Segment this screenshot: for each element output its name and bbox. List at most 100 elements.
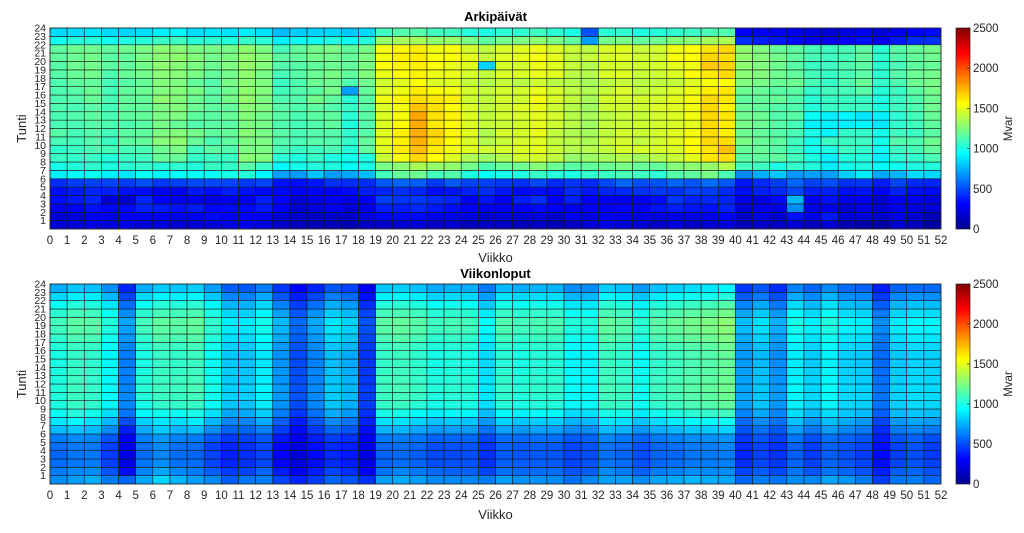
heatmap-cell <box>272 69 291 79</box>
heatmap-cell <box>340 400 359 410</box>
heatmap-cell <box>203 292 222 301</box>
heatmap-cell <box>83 408 102 418</box>
heatmap-cell <box>872 136 890 146</box>
x-tick-label: 3 <box>98 235 104 247</box>
heatmap-cell <box>717 292 736 301</box>
heatmap-cell <box>632 36 651 46</box>
heatmap-cell <box>769 144 788 154</box>
heatmap-cell <box>443 178 462 188</box>
heatmap-cell <box>83 94 102 104</box>
heatmap-cell <box>872 36 890 46</box>
heatmap-cell <box>443 128 462 138</box>
heatmap-cell <box>255 358 274 368</box>
heatmap-cell <box>872 292 890 301</box>
x-tick-label: 3 <box>98 490 104 502</box>
heatmap-cell <box>546 211 565 221</box>
heatmap-cell <box>495 161 513 171</box>
heatmap-cell <box>683 450 702 460</box>
heatmap-cell <box>169 52 188 62</box>
x-tick-label: 45 <box>815 235 828 247</box>
heatmap-cell <box>478 69 496 79</box>
heatmap-cell <box>546 94 565 104</box>
heatmap-cell <box>255 195 274 205</box>
heatmap-cell <box>186 61 205 71</box>
heatmap-cell <box>923 61 942 71</box>
heatmap-cell <box>512 467 531 476</box>
heatmap-cell <box>272 136 291 146</box>
heatmap-cell <box>460 383 479 393</box>
heatmap-cell <box>786 467 805 476</box>
heatmap-cell <box>272 425 291 435</box>
heatmap-cell <box>272 195 291 205</box>
heatmap-cell <box>632 27 651 37</box>
heatmap-cell <box>358 425 376 435</box>
heatmap-cell <box>580 383 599 393</box>
heatmap-cell <box>580 292 599 301</box>
heatmap-cell <box>426 442 445 451</box>
heatmap-cell <box>272 27 291 37</box>
heatmap-cell <box>238 220 256 230</box>
heatmap-cell <box>221 128 239 138</box>
heatmap-cell <box>306 292 325 301</box>
heatmap-cell <box>786 350 805 360</box>
heatmap-cell <box>443 408 462 418</box>
heatmap-cell <box>837 392 856 401</box>
heatmap-cell <box>323 467 342 476</box>
heatmap-cell <box>837 170 856 180</box>
heatmap-cell <box>666 69 685 79</box>
heatmap-cell <box>221 392 239 401</box>
heatmap-cell <box>580 211 599 221</box>
heatmap-cell <box>820 52 839 62</box>
y-tick-label: 24 <box>34 23 46 35</box>
heatmap-cell <box>460 128 479 138</box>
heatmap-cell <box>443 358 462 368</box>
heatmap-cell <box>392 458 411 468</box>
heatmap-cell <box>289 467 308 476</box>
heatmap-cell <box>666 342 685 351</box>
heatmap-cell <box>855 442 873 451</box>
y-tick-label: 14 <box>34 106 46 118</box>
heatmap-cell <box>323 94 342 104</box>
x-tick-label: 44 <box>798 490 811 502</box>
heatmap-cell <box>169 367 188 376</box>
heatmap-cell <box>855 292 873 301</box>
heatmap-cell <box>409 392 428 401</box>
heatmap-cell <box>409 325 428 335</box>
heatmap-cell <box>272 203 291 213</box>
heatmap-cell <box>66 94 85 104</box>
heatmap-cell <box>855 220 873 230</box>
x-tick-label: 34 <box>626 490 639 502</box>
heatmap-cell <box>683 94 702 104</box>
heatmap-cell <box>495 333 513 343</box>
heatmap-cell <box>255 128 274 138</box>
heatmap-cell <box>83 383 102 393</box>
x-tick-label: 31 <box>575 235 588 247</box>
heatmap-cell <box>426 170 445 180</box>
heatmap-cell <box>83 375 102 385</box>
heatmap-cell <box>837 186 856 196</box>
heatmap-cell <box>512 283 531 293</box>
heatmap-cell <box>478 103 496 113</box>
heatmap-cell <box>66 186 85 196</box>
heatmap-cell <box>306 103 325 113</box>
heatmap-cell <box>563 170 582 180</box>
heatmap-cell <box>358 308 376 318</box>
heatmap-cell <box>203 475 222 485</box>
heatmap-cell <box>615 153 633 163</box>
x-tick-label: 38 <box>695 235 708 247</box>
heatmap-cell <box>632 119 651 129</box>
heatmap-cell <box>700 400 719 410</box>
heatmap-cell <box>615 77 633 87</box>
heatmap-cell <box>118 425 136 435</box>
heatmap-cell <box>803 69 822 79</box>
heatmap-cell <box>272 292 291 301</box>
heatmap-cell <box>238 300 256 310</box>
heatmap-cell <box>443 211 462 221</box>
heatmap-cell <box>409 283 428 293</box>
heatmap-cell <box>340 383 359 393</box>
heatmap-cell <box>717 442 736 451</box>
heatmap-cell <box>495 308 513 318</box>
heatmap-cell <box>769 442 788 451</box>
heatmap-cell <box>735 325 753 335</box>
